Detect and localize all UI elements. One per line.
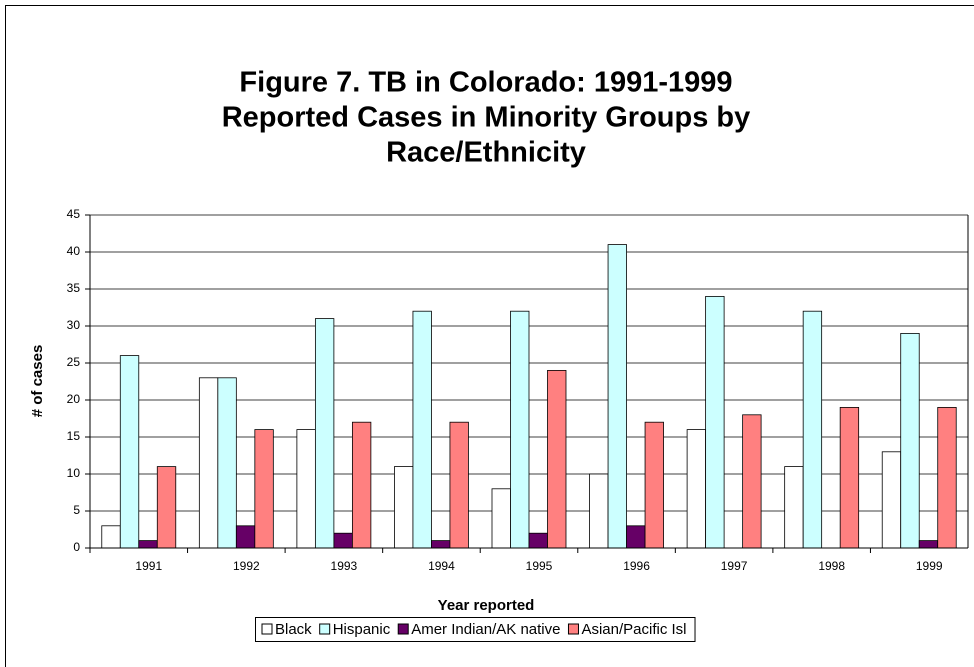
bar (333, 532, 353, 549)
bar (119, 355, 140, 549)
bar (881, 451, 902, 549)
chart-title: Figure 7. TB in Colorado: 1991-1999 (239, 67, 732, 99)
bar (394, 466, 414, 549)
bar (937, 406, 957, 549)
bar (742, 414, 762, 549)
bar (510, 310, 530, 549)
y-tick-label: 30 (67, 318, 81, 332)
legend-label: Hispanic (333, 621, 391, 638)
bar (644, 421, 664, 549)
x-tick-label: 1993 (331, 559, 358, 573)
legend-label: Asian/Pacific Isl (581, 621, 686, 638)
chart-title: Race/Ethnicity (386, 137, 586, 169)
y-tick-label: 0 (73, 540, 80, 554)
y-tick-label: 10 (67, 466, 81, 480)
bar (705, 295, 725, 549)
bar (839, 406, 860, 549)
y-tick-label: 25 (67, 355, 81, 369)
bar (254, 429, 274, 549)
bar (217, 377, 237, 549)
legend-swatch (567, 623, 579, 635)
x-tick-label: 1992 (233, 559, 260, 573)
x-tick-label: 1999 (916, 559, 943, 573)
x-tick-label: 1991 (135, 559, 162, 573)
bar (491, 488, 511, 549)
bar (235, 525, 256, 549)
bar (626, 525, 646, 549)
y-axis-label: # of cases (29, 345, 46, 418)
y-tick-label: 5 (73, 503, 80, 517)
legend-label: Amer Indian/AK native (411, 621, 560, 638)
y-tick-label: 15 (67, 429, 81, 443)
bar (528, 532, 548, 549)
x-tick-label: 1998 (818, 559, 845, 573)
bar (589, 473, 609, 549)
x-tick-label: 1997 (721, 559, 748, 573)
bar (138, 540, 158, 549)
y-tick-label: 20 (67, 392, 81, 406)
legend-swatch (397, 623, 409, 635)
bar (547, 369, 567, 549)
legend-swatch (319, 623, 331, 635)
x-axis-label: Year reported (438, 597, 535, 614)
y-tick-label: 40 (67, 244, 81, 258)
legend-label: Black (275, 621, 312, 638)
bar (412, 310, 432, 549)
y-tick-label: 35 (67, 281, 81, 295)
bar (686, 429, 707, 549)
bar (198, 377, 219, 549)
legend-swatch (261, 623, 273, 635)
bar (607, 244, 627, 549)
x-tick-label: 1995 (526, 559, 553, 573)
x-tick-label: 1996 (623, 559, 650, 573)
bar (351, 421, 372, 549)
bar (449, 421, 469, 549)
bar (314, 318, 335, 549)
bar (900, 332, 920, 549)
bar (431, 540, 451, 549)
bar (101, 525, 121, 549)
bar (802, 310, 823, 549)
bar (156, 466, 177, 549)
y-tick-label: 45 (67, 207, 81, 221)
chart-title: Reported Cases in Minority Groups by (222, 102, 751, 134)
bar (918, 540, 939, 549)
x-tick-label: 1994 (428, 559, 455, 573)
bar (784, 466, 804, 549)
bar (296, 429, 316, 549)
